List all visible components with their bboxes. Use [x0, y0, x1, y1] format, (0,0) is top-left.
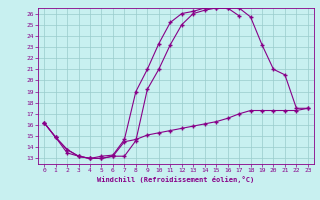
- X-axis label: Windchill (Refroidissement éolien,°C): Windchill (Refroidissement éolien,°C): [97, 176, 255, 183]
